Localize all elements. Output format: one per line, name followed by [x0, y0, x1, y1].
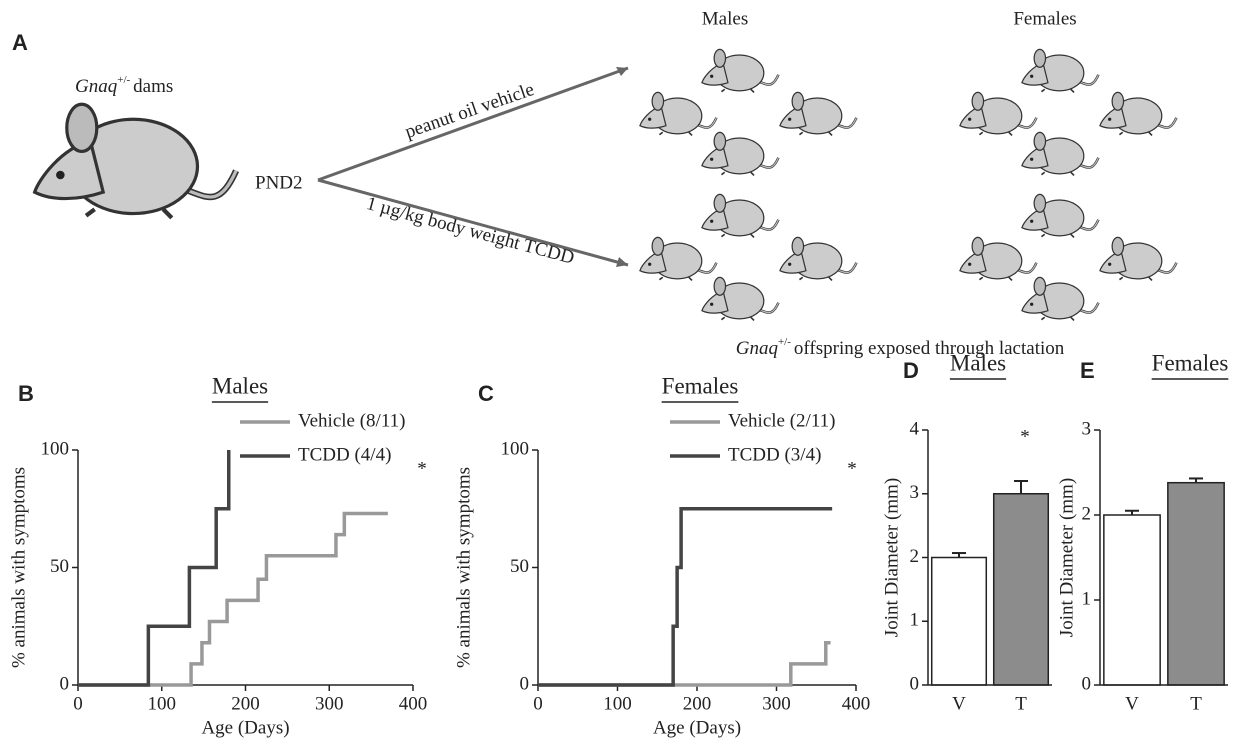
chart-title: Females	[662, 373, 739, 398]
mouse	[1020, 48, 1100, 94]
x-tick-label: T	[1190, 693, 1202, 714]
mouse	[638, 236, 718, 282]
x-tick-label: 300	[315, 693, 344, 714]
mouse	[700, 193, 780, 239]
mouse	[1020, 193, 1100, 239]
y-tick-label: 0	[1082, 673, 1092, 694]
panel-letter: A	[12, 30, 28, 55]
legend-label: Vehicle (8/11)	[298, 410, 405, 431]
x-tick-label: 100	[148, 693, 177, 714]
y-tick-label: 2	[910, 546, 920, 567]
chart-title: Females	[1152, 350, 1229, 375]
x-tick-label: 0	[73, 693, 83, 714]
y-tick-label: 0	[60, 673, 70, 694]
y-tick-label: 3	[910, 482, 920, 503]
x-tick-label: 400	[399, 693, 428, 714]
significance-mark: *	[417, 458, 427, 479]
y-tick-label: 0	[910, 673, 920, 694]
chart-title: Males	[212, 373, 268, 398]
y-tick-label: 1	[910, 610, 920, 631]
mouse	[778, 236, 858, 282]
group-label: Females	[1013, 8, 1076, 29]
group-label: Males	[702, 8, 748, 29]
mouse	[1020, 276, 1100, 322]
x-tick-label: 200	[683, 693, 712, 714]
x-tick-label: V	[1125, 693, 1139, 714]
legend-label: TCDD (4/4)	[298, 444, 391, 465]
timepoint: PND2	[255, 172, 303, 193]
x-tick-label: 200	[231, 693, 260, 714]
y-tick-label: 4	[910, 418, 920, 439]
offspring-mice	[638, 48, 1178, 322]
bar	[1167, 481, 1225, 686]
x-tick-label: 0	[533, 693, 543, 714]
dam-mouse	[35, 104, 236, 218]
chart-title: Males	[950, 350, 1006, 375]
panel-letter: B	[18, 381, 34, 406]
mouse	[700, 48, 780, 94]
y-tick-label: 0	[520, 673, 530, 694]
mouse	[958, 236, 1038, 282]
y-axis-label: Joint Diameter (mm)	[1056, 478, 1077, 637]
mouse	[958, 91, 1038, 137]
legend-label: Vehicle (2/11)	[728, 410, 835, 431]
x-axis-label: Age (Days)	[201, 717, 289, 738]
mouse	[1098, 236, 1178, 282]
x-tick-label: T	[1015, 693, 1027, 714]
step-line	[78, 511, 388, 687]
bar	[930, 556, 988, 686]
y-tick-label: 100	[41, 438, 70, 459]
significance-mark: *	[847, 458, 857, 479]
panel-e: E Females 0 1 2 3 Joint Diameter (mm) V T	[1056, 350, 1228, 714]
y-axis-label: Joint Diameter (mm)	[881, 478, 902, 637]
panel-a: A Gnaq+/- dams PND2 peanut oil vehicle 1 …	[12, 8, 1178, 360]
y-tick-label: 100	[501, 438, 530, 459]
arrow-label: 1 µg/kg body weight TCDD	[364, 193, 576, 269]
arrows	[317, 66, 629, 267]
panel-letter: C	[478, 381, 494, 406]
panel-letter: D	[903, 358, 919, 383]
x-tick-label: V	[952, 693, 966, 714]
y-tick-label: 2	[1082, 503, 1092, 524]
panel-c: C Females 0 50 100 % animals with symptoms 0 10…	[453, 373, 870, 738]
legend-label: TCDD (3/4)	[728, 444, 821, 465]
mouse	[638, 91, 718, 137]
caption: Gnaq+/- offspring exposed through lactati…	[736, 336, 1065, 360]
step-line	[538, 640, 831, 687]
x-tick-label: 100	[603, 693, 632, 714]
panel-b: B Males 0 50 100 % animals with symptoms 0 100 2…	[8, 373, 427, 738]
y-tick-label: 1	[1082, 588, 1092, 609]
x-tick-label: 300	[762, 693, 791, 714]
significance-mark: *	[1020, 426, 1030, 447]
mouse	[700, 131, 780, 177]
y-tick-label: 50	[50, 556, 69, 577]
mouse	[1020, 131, 1100, 177]
mouse	[1098, 91, 1178, 137]
y-tick-label: 50	[510, 556, 529, 577]
step-line	[78, 450, 231, 687]
dams-label: Gnaq+/- dams	[75, 74, 173, 98]
y-tick-label: 3	[1082, 418, 1092, 439]
step-line	[538, 507, 833, 687]
mouse	[700, 276, 780, 322]
bar	[992, 493, 1050, 686]
arrow-heads	[616, 67, 628, 267]
panel-letter: E	[1080, 358, 1095, 383]
x-axis-label: Age (Days)	[653, 717, 741, 738]
panel-d: D Males 0 1 2 3 4 Joint Diameter (mm) V T *	[881, 350, 1052, 714]
mouse	[778, 91, 858, 137]
arrow-label: peanut oil vehicle	[402, 79, 537, 143]
y-axis-label: % animals with symptoms	[453, 467, 474, 668]
y-axis-label: % animals with symptoms	[8, 467, 29, 668]
x-tick-label: 400	[842, 693, 871, 714]
bar	[1103, 514, 1161, 686]
